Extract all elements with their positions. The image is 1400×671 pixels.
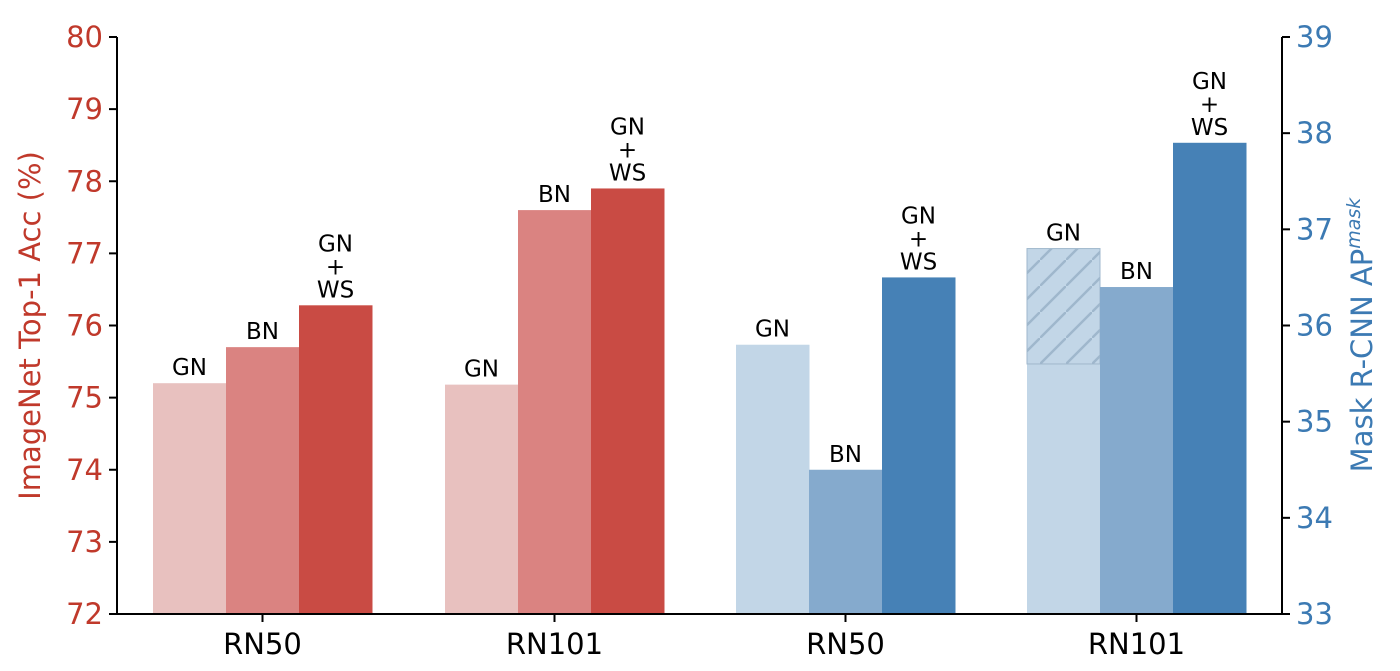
bar-rn50-gn xyxy=(153,383,227,614)
bar-hatch-overlay xyxy=(1026,248,1101,365)
bar-label: BN xyxy=(538,182,571,208)
x-tick-label: RN50 xyxy=(223,627,302,661)
right-tick-label: 35 xyxy=(1296,405,1333,439)
left-tick-label: 75 xyxy=(66,381,103,415)
left-tick-label: 77 xyxy=(66,236,103,270)
right-tick-label: 38 xyxy=(1296,116,1333,150)
left-tick-label: 72 xyxy=(66,597,103,631)
bar-rn50-gn-ws xyxy=(299,305,373,614)
bar-label: GN xyxy=(318,231,353,257)
bar-rn101-bn xyxy=(518,210,592,614)
bar-rn101-gn-ws xyxy=(1173,142,1247,615)
left-tick-label: 79 xyxy=(66,92,103,126)
bar-label: WS xyxy=(317,277,354,303)
bar-label: WS xyxy=(900,249,937,275)
bar-label: + xyxy=(1200,92,1219,118)
x-tick-label: RN101 xyxy=(506,627,603,661)
x-tick-label: RN50 xyxy=(806,627,885,661)
right-tick-label: 34 xyxy=(1296,501,1333,535)
bar-label: WS xyxy=(609,160,646,186)
x-tick-label: RN101 xyxy=(1088,627,1185,661)
bar-label: GN xyxy=(1192,69,1227,95)
bar-rn101-gn xyxy=(1027,363,1101,614)
left-tick-label: 73 xyxy=(66,525,103,559)
bar-label: BN xyxy=(246,319,279,345)
bar-label: GN xyxy=(464,357,499,383)
left-tick-label: 74 xyxy=(66,453,103,487)
right-tick-label: 33 xyxy=(1296,597,1333,631)
bar-label: BN xyxy=(1120,259,1153,285)
bar-label: GN xyxy=(901,203,936,229)
left-tick-label: 78 xyxy=(66,164,103,198)
bar-rn50-gn xyxy=(736,344,810,614)
right-tick-label: 39 xyxy=(1296,20,1333,54)
bar-label: + xyxy=(618,137,637,163)
bar-label: + xyxy=(326,254,345,280)
bar-rn50-bn xyxy=(226,347,300,614)
right-axis-title: Mask R-CNN APmask xyxy=(1343,197,1379,473)
bar-rn101-bn xyxy=(1100,287,1174,614)
bar-rn50-bn xyxy=(809,469,883,614)
bars-layer xyxy=(153,142,1247,615)
bar-label: BN xyxy=(829,442,862,468)
right-tick-label: 36 xyxy=(1296,309,1333,343)
left-tick-label: 80 xyxy=(66,20,103,54)
bar-label: GN xyxy=(755,317,790,343)
axes-layer: 72 73 74 75 76 77 78 79 80 33 34 35 36 37 38 39 RN50 RN10… xyxy=(13,20,1379,661)
right-tick-label: 37 xyxy=(1296,212,1333,246)
bar-rn50-gn-ws xyxy=(882,277,956,614)
left-tick-label: 76 xyxy=(66,309,103,343)
bar-label: GN xyxy=(1046,221,1081,247)
left-axis-title: ImageNet Top-1 Acc (%) xyxy=(13,151,47,500)
bar-rn101-gn xyxy=(445,384,519,614)
bar-rn101-gn-ws xyxy=(591,188,665,614)
bar-label: WS xyxy=(1191,115,1228,141)
bar-label: GN xyxy=(172,355,207,381)
bar-label: GN xyxy=(610,114,645,140)
bar-label: + xyxy=(909,226,928,252)
